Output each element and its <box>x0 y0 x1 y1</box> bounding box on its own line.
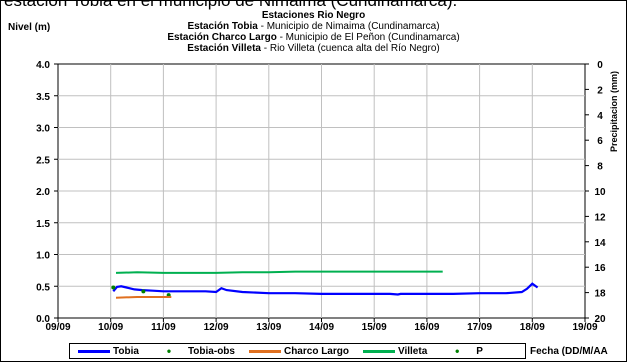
series-line-charco-largo <box>115 296 172 299</box>
legend-label-tobia: Tobia <box>113 345 139 357</box>
cut-off-caption-text: estación Tobia en el municipio de Nimaim… <box>4 0 458 10</box>
legend-swatch-charco-largo <box>248 349 281 353</box>
series-line-villeta <box>115 270 443 274</box>
y2-tick-label: 12 <box>594 212 606 223</box>
y2-tick-label: 4 <box>597 111 603 122</box>
y-tick-label: 0.0 <box>36 314 50 325</box>
title-line-4-rest: - Rio Villeta (cuenca alta del Río Negro… <box>260 43 440 54</box>
y2-tick-label: 10 <box>594 187 606 198</box>
y-tick-label: 1.5 <box>36 219 50 230</box>
title-line-4-bold: Estación Villeta <box>187 43 261 54</box>
title-line-3-rest: - Municipio de El Peñon (Cundinamarca) <box>276 32 460 43</box>
x-tick-label: 16/09 <box>414 322 439 333</box>
legend-label-p: P <box>476 345 483 357</box>
y-axis-title: Nivel (m) <box>8 22 51 33</box>
title-line-3-bold: Estación Charco Largo <box>167 32 277 43</box>
legend-item-tobia-obs: • Tobia-obs <box>153 344 235 358</box>
x-tick-label: 19/09 <box>572 322 597 333</box>
title-line-2: Estación Tobia - Municipio de Nimaima (C… <box>0 21 627 32</box>
x-axis-title: Fecha (DD/M/AA <box>530 346 608 357</box>
title-line-1-bold: Estaciones Rio Negro <box>261 10 366 21</box>
legend-swatch-villeta <box>362 349 395 353</box>
y-tick-label: 2.5 <box>36 155 50 166</box>
legend-label-tobia-obs: Tobia-obs <box>187 345 235 357</box>
legend-item-p: • P <box>441 344 483 358</box>
legend-swatch-tobia <box>78 349 110 353</box>
series-point-tobia-obs <box>141 289 146 294</box>
y2-tick-label: 0 <box>597 60 603 71</box>
x-tick-label: 14/09 <box>309 322 334 333</box>
y-tick-label: 1.0 <box>36 251 50 262</box>
x-tick-label: 18/09 <box>520 322 545 333</box>
y-tick-label: 3.5 <box>36 92 50 103</box>
legend-item-charco-largo: Charco Largo <box>248 345 349 357</box>
y2-tick-label: 16 <box>594 263 606 274</box>
y-tick-label: 3.0 <box>36 124 50 135</box>
legend-marker-p: • <box>455 344 460 358</box>
legend-label-villeta: Villeta <box>397 345 428 357</box>
y2-tick-label: 2 <box>597 85 603 96</box>
y2-tick-label: 8 <box>597 162 603 173</box>
title-line-2-rest: - Municipio de Nimaima (Cundinamarca) <box>257 21 440 32</box>
title-line-2-bold: Estación Tobia <box>187 21 258 32</box>
x-tick-label: 10/09 <box>98 322 123 333</box>
x-tick-label: 17/09 <box>467 322 492 333</box>
series-point-tobia-obs <box>111 285 116 290</box>
legend-item-tobia: Tobia <box>78 346 139 357</box>
y-tick-label: 0.5 <box>36 282 50 293</box>
legend-marker-tobia-obs: • <box>166 344 172 358</box>
title-line-1: Estaciones Rio Negro <box>0 10 627 21</box>
y-tick-label: 4.0 <box>36 60 50 71</box>
x-tick-label: 13/09 <box>256 322 281 333</box>
x-tick-label: 12/09 <box>204 322 229 333</box>
title-line-4: Estación Villeta - Rio Villeta (cuenca a… <box>0 43 627 54</box>
chart-title-block: Estaciones Rio Negro Estación Tobia - Mu… <box>0 10 627 54</box>
y2-tick-label: 14 <box>594 238 606 249</box>
y2-tick-label: 20 <box>594 314 606 325</box>
x-tick-label: 09/09 <box>45 322 70 333</box>
legend-item-villeta: Villeta <box>362 345 428 357</box>
y2-tick-label: 18 <box>594 289 606 300</box>
y-tick-label: 2.0 <box>36 187 50 198</box>
title-line-3: Estación Charco Largo - Municipio de El … <box>0 32 627 43</box>
legend-label-charco-largo: Charco Largo <box>283 345 349 357</box>
y2-tick-label: 6 <box>597 136 603 147</box>
x-tick-label: 15/09 <box>362 322 387 333</box>
chart-legend: Tobia • Tobia-obs Charco Largo Villeta •… <box>69 343 526 359</box>
x-tick-label: 11/09 <box>151 322 176 333</box>
